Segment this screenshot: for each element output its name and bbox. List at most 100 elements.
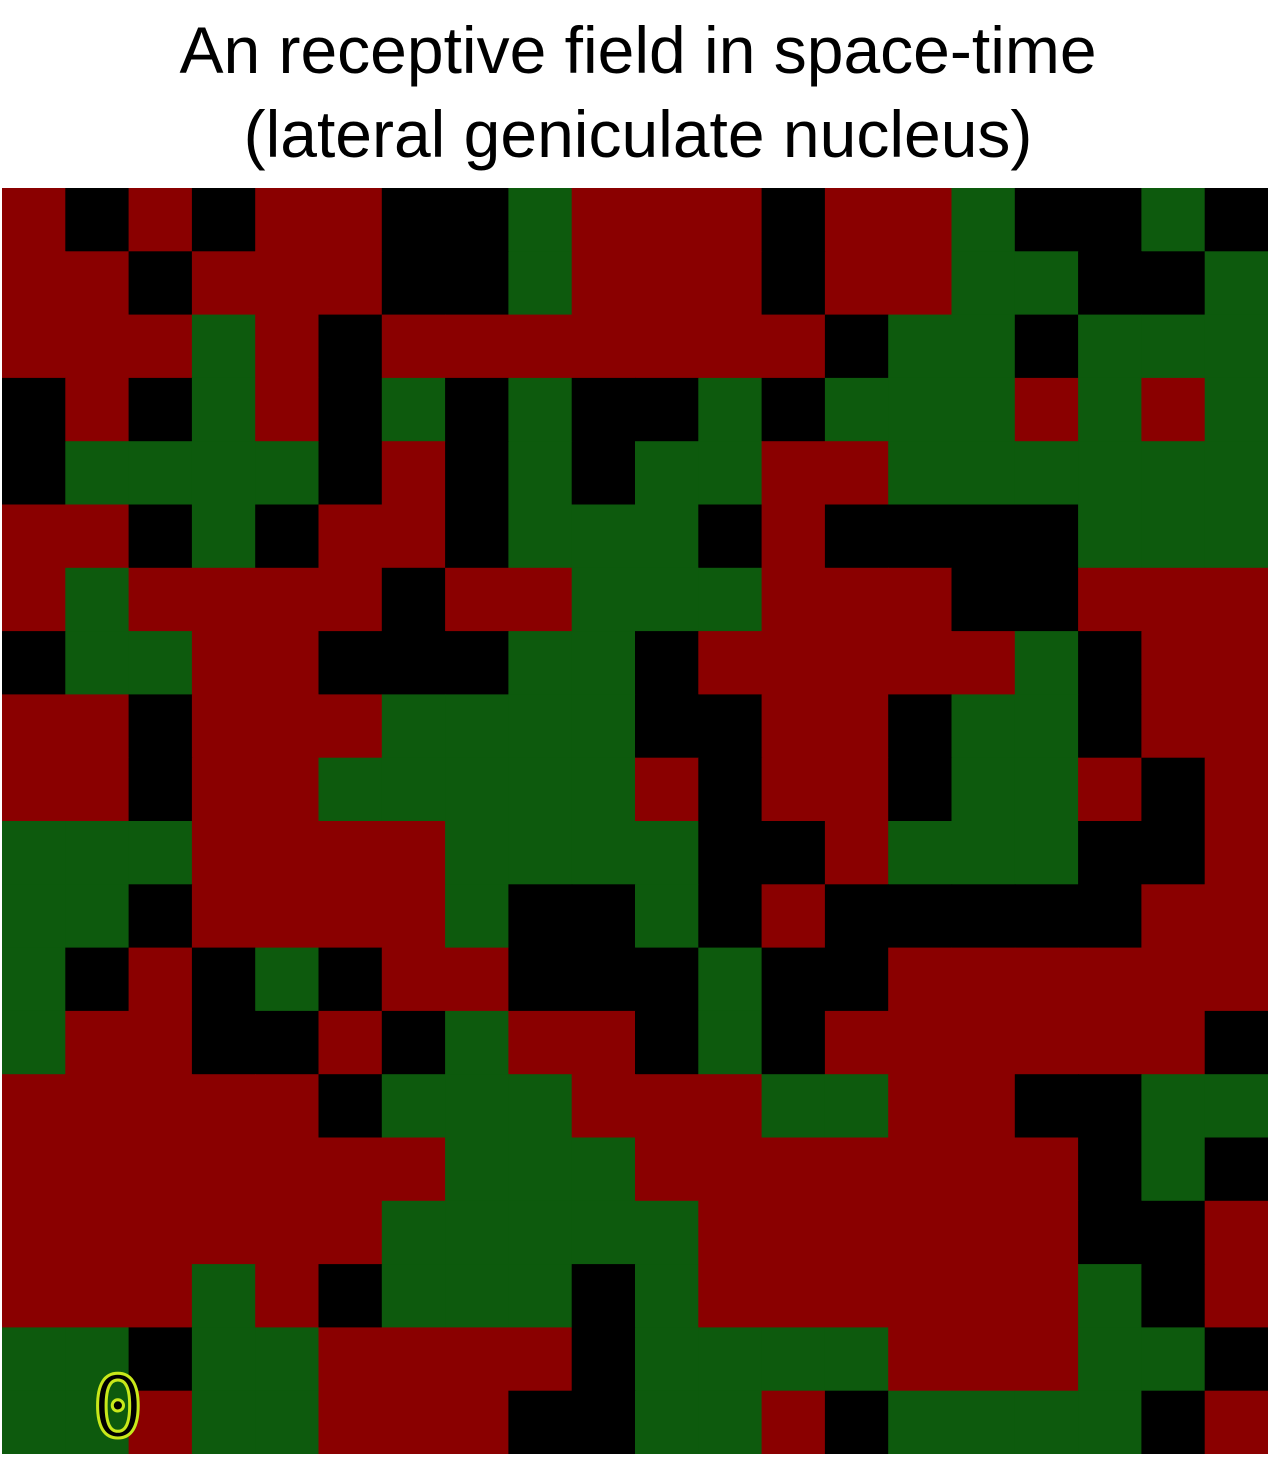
field-cell <box>508 1074 573 1139</box>
field-cell <box>445 694 509 759</box>
field-cell <box>381 1264 446 1328</box>
field-cell <box>255 1327 320 1392</box>
field-cell <box>65 441 130 506</box>
field-cell <box>761 1390 826 1454</box>
field-cell <box>761 694 826 759</box>
field-cell <box>445 821 509 885</box>
field-cell <box>951 567 1016 632</box>
field-cell <box>698 694 763 759</box>
field-cell <box>508 694 573 759</box>
field-cell <box>1204 1010 1268 1075</box>
field-cell <box>824 188 889 252</box>
field-cell <box>445 188 509 252</box>
field-cell <box>128 1264 193 1328</box>
field-cell <box>191 314 256 379</box>
field-cell <box>191 441 256 506</box>
field-cell <box>255 567 320 632</box>
field-cell <box>445 757 509 822</box>
field-cell <box>951 1264 1016 1328</box>
field-cell <box>1014 377 1079 442</box>
field-cell <box>65 1390 130 1454</box>
field-cell <box>255 188 320 252</box>
field-cell <box>698 1010 763 1075</box>
field-cell <box>191 631 256 695</box>
field-cell <box>255 1137 320 1202</box>
field-cell <box>508 821 573 885</box>
field-cell <box>128 188 193 252</box>
field-cell <box>318 1074 383 1139</box>
field-cell <box>508 251 573 316</box>
field-cell <box>255 1010 320 1075</box>
field-cell <box>2 314 66 379</box>
field-cell <box>65 314 130 379</box>
field-cell <box>635 188 699 252</box>
field-cell <box>888 441 953 506</box>
field-cell <box>888 377 953 442</box>
field-cell <box>824 251 889 316</box>
field-cell <box>318 251 383 316</box>
field-cell <box>381 1074 446 1139</box>
field-cell <box>381 567 446 632</box>
field-cell <box>1014 1137 1079 1202</box>
field-cell <box>128 1390 193 1454</box>
field-cell <box>128 884 193 949</box>
field-cell <box>698 1074 763 1139</box>
field-cell <box>318 314 383 379</box>
field-cell <box>381 188 446 252</box>
field-cell <box>761 1200 826 1265</box>
field-cell <box>508 947 573 1012</box>
field-cell <box>888 251 953 316</box>
field-cell <box>571 884 636 949</box>
field-cell <box>635 1010 699 1075</box>
field-cell <box>888 567 953 632</box>
field-cell <box>2 1137 66 1202</box>
field-cell <box>508 631 573 695</box>
field-cell <box>1078 884 1142 949</box>
field-cell <box>65 251 130 316</box>
field-cell <box>318 821 383 885</box>
field-cell <box>1014 1264 1079 1328</box>
field-cell <box>445 1200 509 1265</box>
field-cell <box>888 884 953 949</box>
field-cell <box>1141 188 1206 252</box>
field-cell <box>508 1010 573 1075</box>
field-cell <box>2 441 66 506</box>
field-cell <box>1078 567 1142 632</box>
field-cell <box>1078 377 1142 442</box>
field-cell <box>1014 1390 1079 1454</box>
field-cell <box>888 1390 953 1454</box>
field-cell <box>1204 1137 1268 1202</box>
field-cell <box>635 821 699 885</box>
field-cell <box>2 567 66 632</box>
field-cell <box>824 1137 889 1202</box>
field-cell <box>255 441 320 506</box>
field-cell <box>128 631 193 695</box>
field-cell <box>318 1137 383 1202</box>
field-cell <box>761 314 826 379</box>
field-cell <box>318 947 383 1012</box>
field-cell <box>2 1390 66 1454</box>
field-cell <box>445 314 509 379</box>
field-cell <box>635 694 699 759</box>
field-cell <box>951 314 1016 379</box>
field-cell <box>255 1200 320 1265</box>
field-cell <box>318 757 383 822</box>
field-cell <box>698 757 763 822</box>
field-cell <box>1078 947 1142 1012</box>
field-cell <box>635 1200 699 1265</box>
field-cell <box>698 1264 763 1328</box>
field-cell <box>761 504 826 569</box>
field-cell <box>2 504 66 569</box>
field-cell <box>1204 1264 1268 1328</box>
field-cell <box>445 441 509 506</box>
field-cell <box>1141 441 1206 506</box>
field-cell <box>508 1390 573 1454</box>
field-cell <box>2 1327 66 1392</box>
field-cell <box>951 694 1016 759</box>
field-cell <box>381 1200 446 1265</box>
field-cell <box>255 251 320 316</box>
field-cell <box>698 441 763 506</box>
field-cell <box>698 1200 763 1265</box>
field-cell <box>1078 694 1142 759</box>
field-cell <box>445 1010 509 1075</box>
